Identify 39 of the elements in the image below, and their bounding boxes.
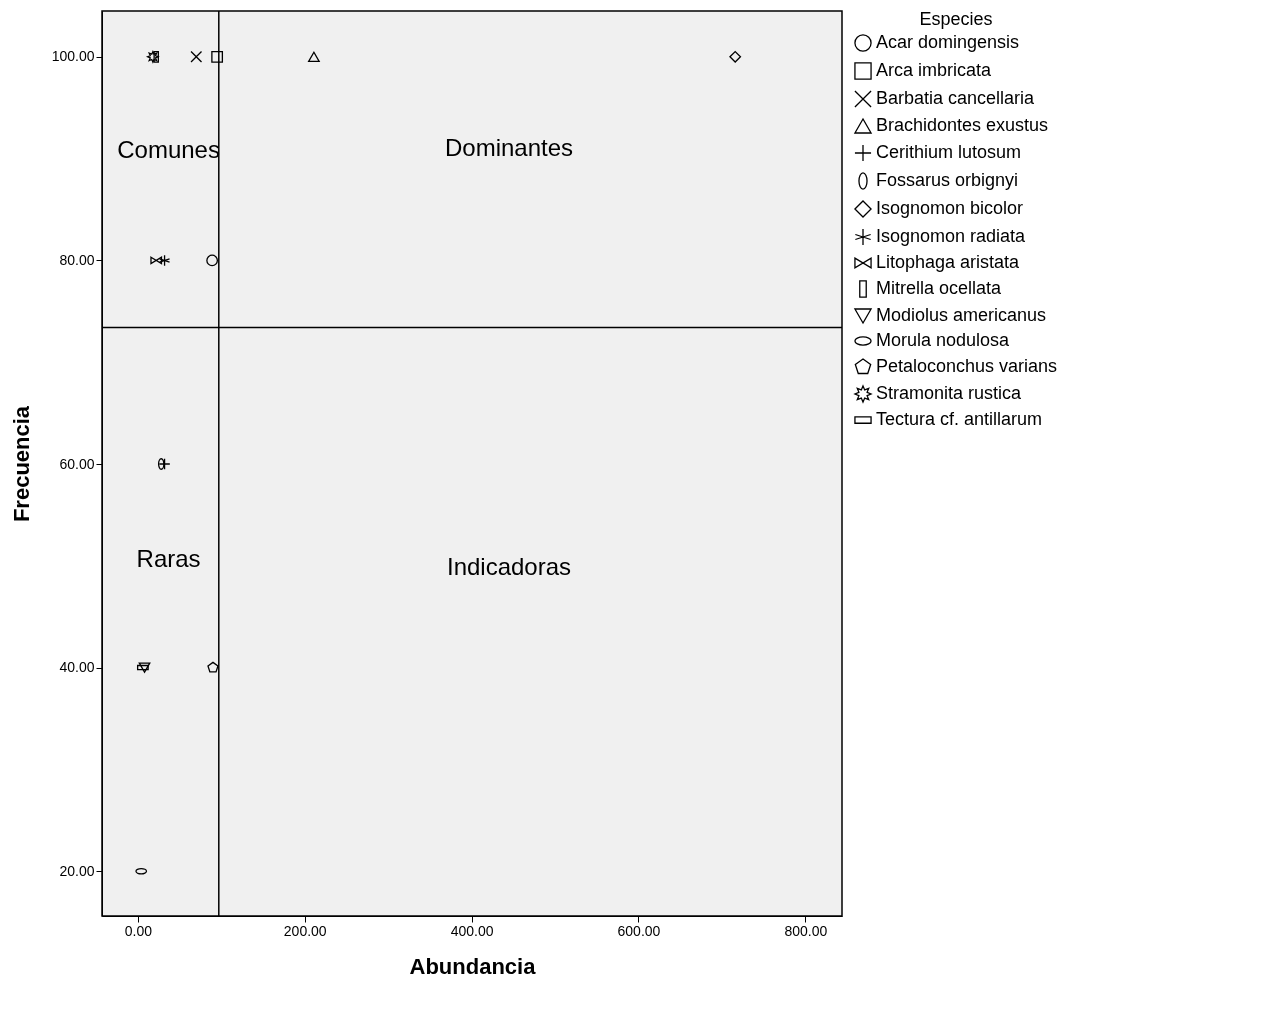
x-tick-label: 200.00 xyxy=(283,922,327,939)
legend-label: Stramonita rustica xyxy=(876,383,1023,403)
point xyxy=(729,50,742,63)
annotation: Dominantes xyxy=(444,133,574,161)
point xyxy=(207,661,219,673)
point xyxy=(308,51,320,62)
legend-label: Cerithium lutosum xyxy=(876,142,1022,162)
y-tick-label: 40.00 xyxy=(59,659,95,676)
x-tick-label: 600.00 xyxy=(617,922,661,939)
x-tick-label: 800.00 xyxy=(784,922,828,939)
y-tick-label: 60.00 xyxy=(59,455,95,472)
point xyxy=(147,50,159,63)
legend-label: Tectura cf. antillarum xyxy=(876,409,1043,429)
legend-label: Arca imbricata xyxy=(876,60,993,80)
x-axis-title: Abundancia xyxy=(409,953,537,979)
annotation: Indicadoras xyxy=(446,552,572,580)
legend-title: Especies xyxy=(919,9,993,29)
legend-label: Barbatia cancellaria xyxy=(876,88,1036,108)
legend-label: Acar domingensis xyxy=(876,32,1020,52)
x-tick-label: 400.00 xyxy=(450,922,494,939)
y-axis-title: Frecuencia xyxy=(8,405,34,523)
legend-label: Petaloconchus varians xyxy=(876,356,1058,376)
legend-label: Morula nodulosa xyxy=(876,330,1011,350)
legend-label: Isognomon bicolor xyxy=(876,198,1024,218)
point xyxy=(206,254,219,267)
point xyxy=(190,50,203,63)
x-tick-label: 0.00 xyxy=(124,922,153,939)
y-tick-label: 20.00 xyxy=(59,862,95,879)
legend-label: Modiolus americanus xyxy=(876,305,1047,325)
legend-label: Fossarus orbignyi xyxy=(876,170,1019,190)
point xyxy=(211,50,224,63)
legend-label: Litophaga aristata xyxy=(876,252,1021,272)
annotation: Raras xyxy=(136,545,201,573)
legend-label: Brachidontes exustus xyxy=(876,115,1049,135)
y-tick-label: 80.00 xyxy=(59,251,95,268)
point xyxy=(158,254,171,267)
y-tick-label: 100.00 xyxy=(51,48,95,65)
legend-label: Isognomon radiata xyxy=(876,226,1027,246)
legend-label: Mitrella ocellata xyxy=(876,278,1003,298)
